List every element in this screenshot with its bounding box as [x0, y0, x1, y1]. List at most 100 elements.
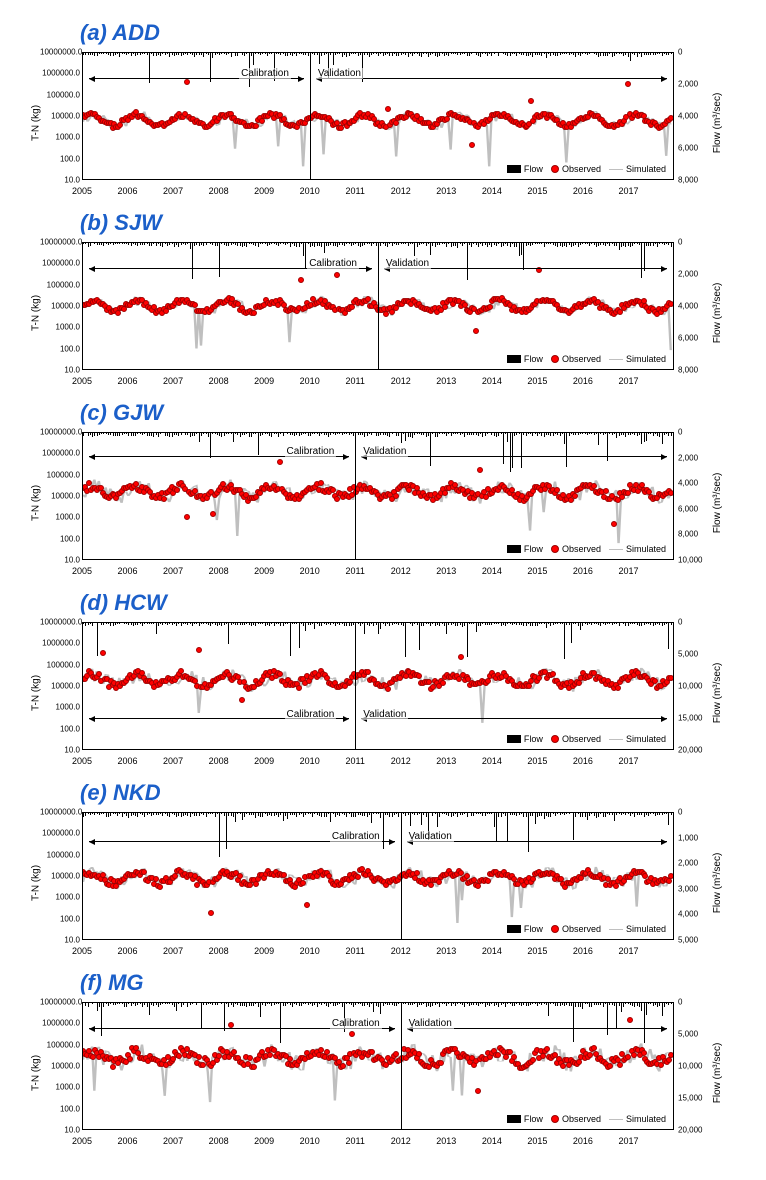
- calibration-label: Calibration: [330, 831, 382, 842]
- x-tick: 2012: [391, 756, 411, 766]
- x-tick: 2009: [254, 756, 274, 766]
- flow-swatch: [507, 355, 521, 363]
- x-tick: 2017: [618, 566, 638, 576]
- y-left-tick: 1000.0: [40, 323, 80, 332]
- plot-area: CalibrationValidationFlowObservedSimulat…: [82, 432, 674, 560]
- y-right-tick: 15,000: [678, 1094, 716, 1103]
- x-tick: 2012: [391, 566, 411, 576]
- x-tick: 2005: [72, 756, 92, 766]
- y-left-tick: 10000.0: [40, 872, 80, 881]
- x-tick: 2006: [118, 1136, 138, 1146]
- legend: FlowObservedSimulated: [504, 543, 669, 555]
- x-tick: 2010: [300, 566, 320, 576]
- validation-range-arrow: [316, 78, 667, 79]
- y-right-tick: 2,000: [678, 80, 716, 89]
- x-tick: 2014: [482, 756, 502, 766]
- y-left-ticks: 10.0100.01000.010000.0100000.01000000.01…: [40, 52, 80, 180]
- y-left-tick: 1000000.0: [40, 69, 80, 78]
- y-right-tick: 6,000: [678, 144, 716, 153]
- x-tick: 2015: [527, 1136, 547, 1146]
- legend-flow: Flow: [507, 924, 543, 934]
- y-left-tick: 100.0: [40, 1104, 80, 1113]
- y-left-tick: 10.0: [40, 936, 80, 945]
- y-left-tick: 1000.0: [40, 1083, 80, 1092]
- y-right-tick: 0: [678, 808, 716, 817]
- x-tick: 2008: [209, 756, 229, 766]
- y-left-tick: 100.0: [40, 154, 80, 163]
- calibration-label: Calibration: [307, 258, 359, 269]
- y-right-tick: 0: [678, 48, 716, 57]
- x-tick: 2006: [118, 186, 138, 196]
- panel-mg: (f) MGT-N (kg)Flow (m³/sec)CalibrationVa…: [10, 970, 756, 1148]
- x-tick: 2009: [254, 376, 274, 386]
- x-tick: 2010: [300, 376, 320, 386]
- validation-label: Validation: [316, 68, 363, 79]
- y-left-tick: 100.0: [40, 344, 80, 353]
- y-left-tick: 10000.0: [40, 1062, 80, 1071]
- x-tick: 2017: [618, 756, 638, 766]
- y-left-tick: 10000.0: [40, 302, 80, 311]
- validation-label: Validation: [384, 258, 431, 269]
- x-tick: 2010: [300, 1136, 320, 1146]
- legend-flow: Flow: [507, 164, 543, 174]
- y-left-tick: 1000.0: [40, 133, 80, 142]
- observed-swatch: [551, 545, 559, 553]
- legend-observed-label: Observed: [562, 924, 601, 934]
- y-left-ticks: 10.0100.01000.010000.0100000.01000000.01…: [40, 432, 80, 560]
- observed-swatch: [551, 165, 559, 173]
- x-tick: 2009: [254, 1136, 274, 1146]
- x-tick: 2015: [527, 376, 547, 386]
- panel-nkd: (e) NKDT-N (kg)Flow (m³/sec)CalibrationV…: [10, 780, 756, 958]
- x-tick: 2007: [163, 756, 183, 766]
- y-right-ticks: 02,0004,0006,0008,000: [678, 52, 716, 180]
- x-tick: 2013: [436, 1136, 456, 1146]
- x-tick: 2016: [573, 756, 593, 766]
- legend-observed: Observed: [551, 734, 601, 744]
- y-right-tick: 1,000: [678, 833, 716, 842]
- x-tick: 2008: [209, 566, 229, 576]
- y-left-tick: 1000000.0: [40, 449, 80, 458]
- calibration-validation-divider: [355, 623, 356, 749]
- x-ticks: 2005200620072008200920102011201220132014…: [82, 564, 674, 578]
- y-right-tick: 10,000: [678, 1062, 716, 1071]
- simulated-swatch: [609, 549, 623, 550]
- y-left-ticks: 10.0100.01000.010000.0100000.01000000.01…: [40, 242, 80, 370]
- y-left-tick: 100000.0: [40, 660, 80, 669]
- legend-simulated: Simulated: [609, 354, 666, 364]
- x-tick: 2010: [300, 756, 320, 766]
- chart: T-N (kg)Flow (m³/sec)CalibrationValidati…: [60, 808, 696, 958]
- validation-label: Validation: [361, 709, 408, 720]
- x-tick: 2014: [482, 1136, 502, 1146]
- y-left-tick: 1000000.0: [40, 259, 80, 268]
- y-left-tick: 10000.0: [40, 682, 80, 691]
- x-tick: 2005: [72, 1136, 92, 1146]
- panel-title: (b) SJW: [80, 210, 756, 236]
- y-left-tick: 10000000.0: [40, 238, 80, 247]
- legend-flow-label: Flow: [524, 734, 543, 744]
- x-tick: 2013: [436, 756, 456, 766]
- x-tick: 2009: [254, 946, 274, 956]
- y-right-ticks: 02,0004,0006,0008,00010,000: [678, 432, 716, 560]
- panel-hcw: (d) HCWT-N (kg)Flow (m³/sec)CalibrationV…: [10, 590, 756, 768]
- legend-flow-label: Flow: [524, 924, 543, 934]
- x-tick: 2011: [346, 376, 365, 386]
- y-left-tick: 100.0: [40, 534, 80, 543]
- y-left-ticks: 10.0100.01000.010000.0100000.01000000.01…: [40, 812, 80, 940]
- legend-simulated-label: Simulated: [626, 924, 666, 934]
- x-tick: 2013: [436, 186, 456, 196]
- x-tick: 2006: [118, 566, 138, 576]
- panel-title: (c) GJW: [80, 400, 756, 426]
- x-tick: 2008: [209, 186, 229, 196]
- y-left-tick: 10.0: [40, 556, 80, 565]
- y-right-tick: 0: [678, 618, 716, 627]
- y-left-tick: 10000000.0: [40, 48, 80, 57]
- simulated-swatch: [609, 929, 623, 930]
- x-tick: 2017: [618, 186, 638, 196]
- x-tick: 2012: [391, 946, 411, 956]
- observed-swatch: [551, 355, 559, 363]
- plot-area: CalibrationValidationFlowObservedSimulat…: [82, 622, 674, 750]
- y-right-tick: 4,000: [678, 910, 716, 919]
- y-left-tick: 1000.0: [40, 513, 80, 522]
- observed-swatch: [551, 925, 559, 933]
- legend-simulated-label: Simulated: [626, 164, 666, 174]
